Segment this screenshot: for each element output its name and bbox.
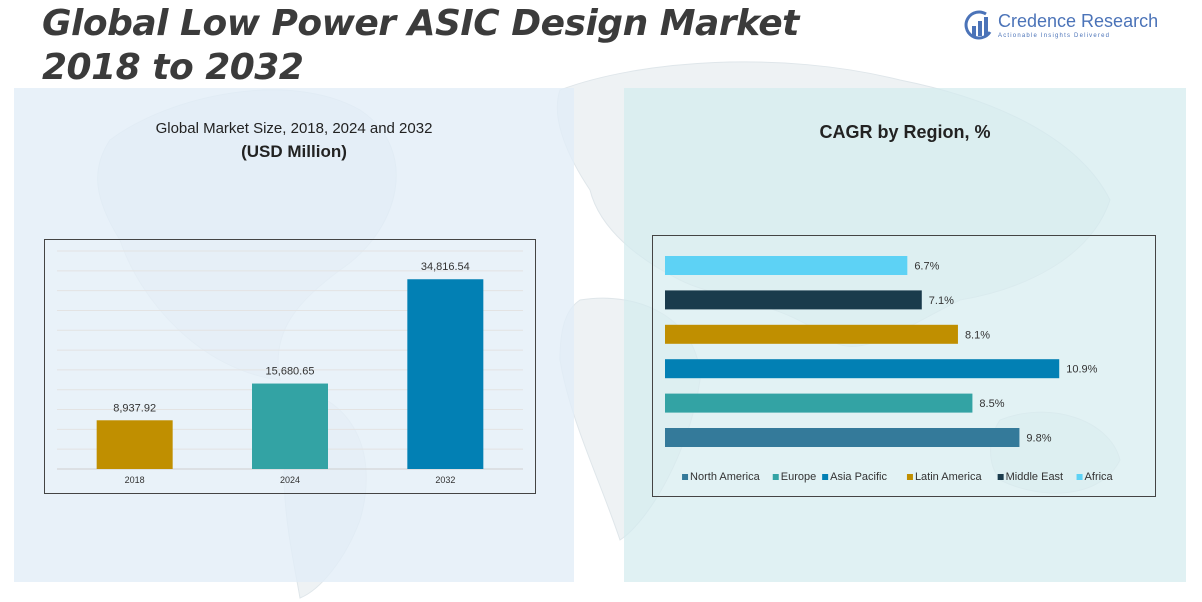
brand-logo: Credence Research Actionable Insights De…: [964, 10, 1164, 44]
data-label-middle-east: 7.1%: [929, 295, 954, 307]
logo-tagline: Actionable Insights Delivered: [998, 33, 1111, 39]
data-label-2018: 8,937.92: [113, 402, 156, 414]
legend-swatch-europe: [772, 474, 779, 480]
bar-africa: [665, 256, 908, 275]
bar-2018: [96, 420, 173, 469]
x-tick-2018: 2018: [125, 475, 145, 485]
market-size-chart-frame: 8,937.92 2018 15,680.65 2024 34,816.54 2032: [44, 239, 536, 494]
market-size-chart-unit: (USD Million): [241, 142, 347, 161]
data-label-north-america: 9.8%: [1026, 433, 1051, 445]
logo-name: Credence Research: [998, 11, 1159, 31]
legend-swatch-north-america: [682, 474, 689, 480]
bar-2024: [252, 383, 328, 469]
legend-swatch-asia-pacific: [822, 474, 829, 480]
chart-legend: North America Europe Asia Pacific Latin Ame…: [682, 471, 1114, 483]
data-label-africa: 6.7%: [914, 261, 939, 273]
bar-asia-pacific: [665, 359, 1060, 379]
bar-north-america: [665, 428, 1020, 447]
data-label-2032: 34,816.54: [421, 261, 470, 273]
cagr-chart-title: CAGR by Region, %: [819, 122, 991, 142]
cagr-bar-chart: 6.7% 7.1% 8.1% 10.9% 8.5% 9.8% North America Eu…: [665, 256, 1114, 483]
title-line-2: 2018 to 2032: [42, 47, 304, 88]
x-tick-2024: 2024: [280, 475, 300, 485]
bar-2032: [407, 279, 484, 469]
logo-mark-icon: [964, 10, 992, 40]
bar-latin-america: [665, 324, 958, 344]
data-label-europe: 8.5%: [979, 398, 1004, 410]
page-title: Global Low Power ASIC Design Market 2018…: [42, 2, 799, 90]
data-label-asia-pacific: 10.9%: [1066, 364, 1097, 376]
legend-swatch-latin-america: [906, 474, 913, 480]
legend-label-africa: Africa: [1085, 471, 1114, 483]
market-size-bar-chart: 8,937.92 2018 15,680.65 2024 34,816.54 2032: [57, 250, 523, 485]
legend-swatch-middle-east: [997, 474, 1004, 480]
cagr-chart-frame: 6.7% 7.1% 8.1% 10.9% 8.5% 9.8% North America Eu…: [652, 235, 1156, 497]
legend-label-middle-east: Middle East: [1006, 471, 1063, 483]
legend-label-asia-pacific: Asia Pacific: [830, 471, 887, 483]
data-label-2024: 15,680.65: [266, 366, 315, 378]
legend-label-europe: Europe: [781, 471, 816, 483]
legend-swatch-africa: [1076, 474, 1083, 480]
legend-label-north-america: North America: [690, 471, 761, 483]
bar-middle-east: [665, 290, 922, 310]
bar-europe: [665, 393, 973, 413]
title-line-1: Global Low Power ASIC Design Market: [42, 3, 799, 44]
market-size-chart-title: Global Market Size, 2018, 2024 and 2032: [155, 120, 433, 137]
data-label-latin-america: 8.1%: [965, 329, 990, 341]
x-tick-2032: 2032: [435, 475, 455, 485]
legend-label-latin-america: Latin America: [915, 471, 983, 483]
